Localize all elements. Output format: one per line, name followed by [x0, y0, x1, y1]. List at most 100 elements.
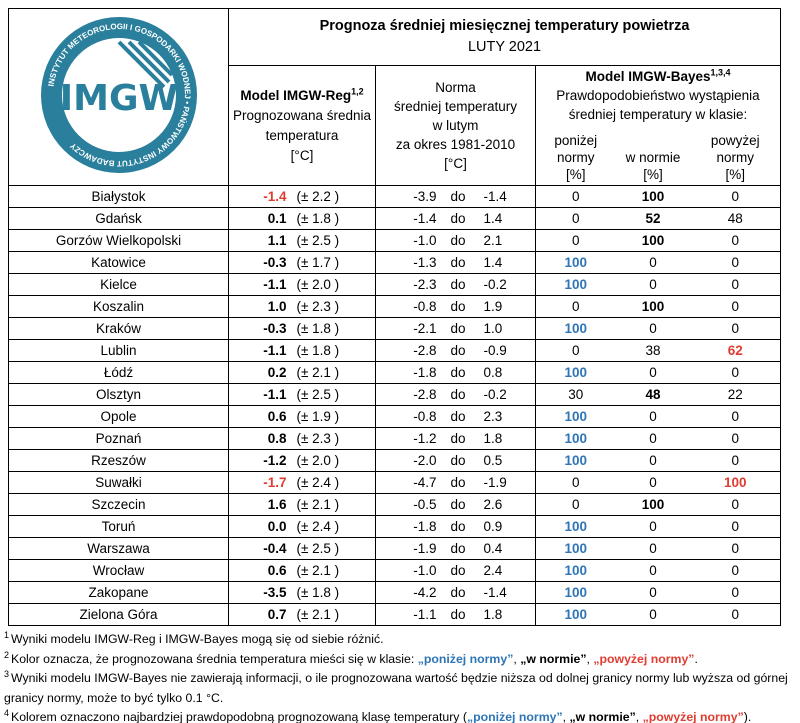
- city: Kraków: [8, 317, 229, 340]
- reg-line: [°C]: [290, 147, 314, 163]
- data-row: Gorzów Wielkopolski 1.1 (± 2.5 ) -1.0 do 2.1 0…: [8, 229, 781, 252]
- probability-below: 0: [535, 207, 616, 230]
- footnote-part: „poniżej normy”: [466, 710, 563, 723]
- norm-sep: do: [440, 383, 476, 406]
- norm-sep: do: [440, 317, 476, 340]
- norm-high: -0.2: [475, 273, 536, 296]
- probability-normal: 0: [615, 515, 691, 538]
- city: Koszalin: [8, 295, 229, 318]
- forecast: 0.6: [228, 559, 291, 582]
- probability-below: 100: [535, 559, 616, 582]
- footnote-part: „powyżej normy”: [593, 651, 695, 666]
- norm-high: 2.4: [475, 559, 536, 582]
- probability-above: 22: [690, 383, 781, 406]
- forecast: 0.0: [228, 515, 291, 538]
- forecast: 0.1: [228, 207, 291, 230]
- data-row: Olsztyn -1.1 (± 2.5 ) -2.8 do -0.2 30 48 22: [8, 383, 781, 406]
- probability-below: 100: [535, 251, 616, 274]
- forecast-table: INSTYTUT METEOROLOGII I GOSPODARKI WODNE…: [8, 8, 781, 626]
- norm-high: -0.2: [475, 383, 536, 406]
- footnote-mark: 3: [4, 668, 10, 679]
- reg-header: Model IMGW-Reg1,2 Prognozowana średnia t…: [228, 65, 376, 186]
- data-row: Rzeszów -1.2 (± 2.0 ) -2.0 do 0.5 100 0 0: [8, 449, 781, 472]
- probability-normal: 100: [615, 295, 691, 318]
- class-header-line: [%]: [725, 167, 745, 182]
- probability-below: 100: [535, 581, 616, 604]
- probability-normal: 0: [615, 361, 691, 384]
- probability-above: 0: [690, 515, 781, 538]
- uncertainty: (± 2.3 ): [290, 427, 376, 450]
- forecast: -3.5: [228, 581, 291, 604]
- norm-low: -2.8: [375, 383, 441, 406]
- norm-sep: do: [440, 207, 476, 230]
- footnote-part: ,: [562, 710, 570, 723]
- footnote-part: ,: [513, 651, 521, 666]
- probability-normal: 0: [615, 471, 691, 494]
- norm-sep: do: [440, 449, 476, 472]
- class-header-line: [%]: [643, 167, 663, 182]
- norm-high: 2.6: [475, 493, 536, 516]
- probability-above: 100: [690, 471, 781, 494]
- probability-below: 100: [535, 537, 616, 560]
- norm-header: Norma średniej temperatury w lutym za ok…: [375, 65, 536, 186]
- city: Olsztyn: [8, 383, 229, 406]
- norm-sep: do: [440, 273, 476, 296]
- uncertainty: (± 1.8 ): [290, 581, 376, 604]
- data-row: Suwałki -1.7 (± 2.4 ) -4.7 do -1.9 0 0 100: [8, 471, 781, 494]
- probability-below: 100: [535, 603, 616, 626]
- probability-normal: 100: [615, 229, 691, 252]
- norm-sep: do: [440, 185, 476, 208]
- uncertainty: (± 2.3 ): [290, 295, 376, 318]
- norm-high: -1.9: [475, 471, 536, 494]
- data-row: Gdańsk 0.1 (± 1.8 ) -1.4 do 1.4 0 52 48: [8, 207, 781, 230]
- uncertainty: (± 1.7 ): [290, 251, 376, 274]
- footnote-mark: 2: [4, 649, 10, 660]
- uncertainty: (± 1.8 ): [290, 339, 376, 362]
- probability-normal: 0: [615, 317, 691, 340]
- norm-low: -1.8: [375, 361, 441, 384]
- bayes-line: Prawdopodobieństwo wystąpienia: [556, 88, 760, 104]
- footnote-part: Kolor oznacza, że prognozowana średnia t…: [11, 651, 418, 666]
- city: Łódź: [8, 361, 229, 384]
- norm-low: -1.4: [375, 207, 441, 230]
- city: Lublin: [8, 339, 229, 362]
- class-header-line: powyżej: [710, 133, 760, 148]
- city: Poznań: [8, 427, 229, 450]
- forecast: -1.1: [228, 383, 291, 406]
- probability-above: 0: [690, 229, 781, 252]
- footnote: 4 Kolorem oznaczono najbardziej prawdopod…: [4, 708, 796, 723]
- logo-cell: INSTYTUT METEOROLOGII I GOSPODARKI WODNE…: [8, 8, 229, 186]
- norm-high: 0.5: [475, 449, 536, 472]
- probability-below: 0: [535, 229, 616, 252]
- norm-low: -0.8: [375, 405, 441, 428]
- footnote-mark: 1: [4, 629, 10, 640]
- probability-normal: 0: [615, 427, 691, 450]
- class-header: w normie [%]: [615, 125, 691, 186]
- probability-below: 0: [535, 185, 616, 208]
- bayes-name-text: Model IMGW-Bayes: [585, 69, 711, 85]
- forecast: -0.4: [228, 537, 291, 560]
- probability-above: 0: [690, 361, 781, 384]
- forecast: 1.1: [228, 229, 291, 252]
- data-row: Koszalin 1.0 (± 2.3 ) -0.8 do 1.9 0 100 0: [8, 295, 781, 318]
- city: Warszawa: [8, 537, 229, 560]
- data-row: Warszawa -0.4 (± 2.5 ) -1.9 do 0.4 100 0 0: [8, 537, 781, 560]
- probability-below: 100: [535, 405, 616, 428]
- norm-high: 1.8: [475, 427, 536, 450]
- city: Opole: [8, 405, 229, 428]
- city: Suwałki: [8, 471, 229, 494]
- norm-high: 1.4: [475, 251, 536, 274]
- norm-sep: do: [440, 559, 476, 582]
- probability-above: 48: [690, 207, 781, 230]
- data-row: Łódź 0.2 (± 2.1 ) -1.8 do 0.8 100 0 0: [8, 361, 781, 384]
- subtitle: LUTY 2021: [467, 39, 542, 55]
- footnote-part: „poniżej normy”: [417, 651, 514, 666]
- norm-low: -2.1: [375, 317, 441, 340]
- norm-line: w lutym: [432, 118, 479, 133]
- footnote-part: ,: [586, 651, 594, 666]
- norm-low: -1.0: [375, 559, 441, 582]
- city: Białystok: [8, 185, 229, 208]
- norm-sep: do: [440, 603, 476, 626]
- uncertainty: (± 1.9 ): [290, 405, 376, 428]
